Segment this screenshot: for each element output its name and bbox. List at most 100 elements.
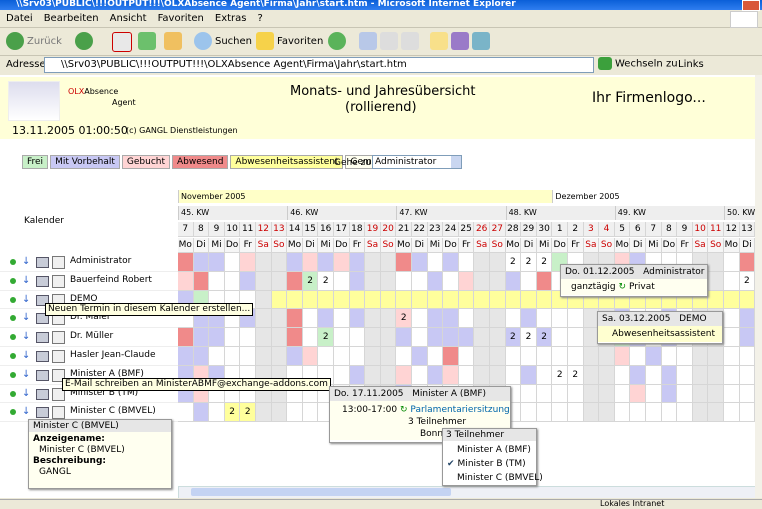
details-icon[interactable]: ↓ [22,387,31,399]
day-cell[interactable] [412,347,428,366]
day-cell[interactable] [256,309,272,329]
day-cell[interactable] [256,290,272,310]
goto-select[interactable]: Administrator [372,155,462,169]
menu-item[interactable]: Favoriten [157,13,204,24]
day-cell[interactable] [739,253,755,272]
day-cell[interactable] [427,347,444,366]
day-cell[interactable] [443,253,459,272]
day-cell[interactable] [349,328,366,347]
day-cell[interactable] [365,271,381,291]
day-cell[interactable] [490,365,506,385]
day-cell[interactable] [708,290,724,310]
day-cell[interactable] [396,347,412,366]
details-icon[interactable]: ↓ [22,293,31,305]
day-cell[interactable] [178,328,194,347]
day-cell[interactable] [302,253,319,272]
day-cell[interactable] [302,403,319,423]
day-cell[interactable] [536,347,553,366]
day-cell[interactable] [365,290,381,310]
day-cell[interactable] [568,328,584,347]
day-cell[interactable] [240,253,256,272]
day-cell[interactable] [599,365,615,385]
day-cell[interactable] [474,253,490,272]
day-cell[interactable] [521,403,537,423]
day-cell[interactable] [614,384,631,404]
day-cell[interactable] [365,328,381,347]
day-cell[interactable]: 2 [505,328,522,347]
day-cell[interactable] [396,328,412,347]
day-cell[interactable] [552,403,568,423]
day-cell[interactable] [739,309,755,329]
forward-button[interactable] [75,32,96,50]
day-cell[interactable] [458,365,475,385]
day-cell[interactable] [318,253,334,272]
day-cell[interactable] [614,365,631,385]
day-cell[interactable] [193,403,210,423]
day-cell[interactable] [287,290,303,310]
day-cell[interactable] [521,309,537,329]
day-cell[interactable] [739,384,755,404]
day-cell[interactable] [427,290,444,310]
mail-icon[interactable] [36,369,49,381]
new-entry-icon[interactable] [52,406,65,420]
day-cell[interactable] [271,403,288,423]
day-cell[interactable] [599,403,615,423]
details-icon[interactable]: ↓ [22,350,31,361]
day-cell[interactable] [271,271,288,291]
new-entry-icon[interactable] [52,387,65,401]
day-cell[interactable] [427,328,444,347]
day-cell[interactable] [224,328,241,347]
day-cell[interactable] [661,347,678,366]
day-cell[interactable] [505,309,522,329]
day-cell[interactable] [724,403,740,423]
day-cell[interactable] [724,365,740,385]
day-cell[interactable] [458,309,475,329]
day-cell[interactable] [521,271,537,291]
day-cell[interactable] [349,290,366,310]
details-icon[interactable]: ↓ [22,331,31,343]
day-cell[interactable] [396,290,412,310]
day-cell[interactable] [490,309,506,329]
day-cell[interactable] [287,328,303,347]
day-cell[interactable] [552,384,568,404]
day-cell[interactable] [256,271,272,291]
day-cell[interactable] [692,403,709,423]
day-cell[interactable]: 2 [318,271,334,291]
day-cell[interactable] [334,328,350,347]
day-cell[interactable] [256,403,272,423]
day-cell[interactable] [708,403,724,423]
day-cell[interactable] [209,347,225,366]
day-cell[interactable] [349,309,366,329]
day-cell[interactable] [630,384,646,404]
day-cell[interactable] [458,271,475,291]
day-cell[interactable]: 2 [739,271,755,291]
details-icon[interactable]: ↓ [22,368,31,380]
day-cell[interactable] [536,290,553,310]
day-cell[interactable]: 2 [224,403,241,423]
day-cell[interactable] [349,347,366,366]
day-cell[interactable] [287,271,303,291]
day-cell[interactable] [677,384,693,404]
day-cell[interactable] [630,365,646,385]
day-cell[interactable] [271,328,288,347]
calendar-name[interactable]: Hasler Jean-Claude [70,350,156,360]
details-icon[interactable]: ↓ [22,406,31,418]
day-cell[interactable] [271,253,288,272]
toolbar-icons[interactable] [328,32,493,50]
day-cell[interactable] [536,384,553,404]
day-cell[interactable] [365,347,381,366]
day-cell[interactable] [677,347,693,366]
day-cell[interactable] [474,365,490,385]
day-cell[interactable] [224,347,241,366]
day-cell[interactable] [178,253,194,272]
day-cell[interactable] [287,403,303,423]
new-entry-icon[interactable] [52,350,65,363]
day-cell[interactable] [599,347,615,366]
day-cell[interactable] [334,290,350,310]
day-cell[interactable] [521,290,537,310]
day-cell[interactable] [739,365,755,385]
day-cell[interactable] [412,271,428,291]
participant[interactable]: ✔ Minister B (TM) [447,457,536,471]
day-cell[interactable] [536,271,553,291]
day-cell[interactable] [396,271,412,291]
